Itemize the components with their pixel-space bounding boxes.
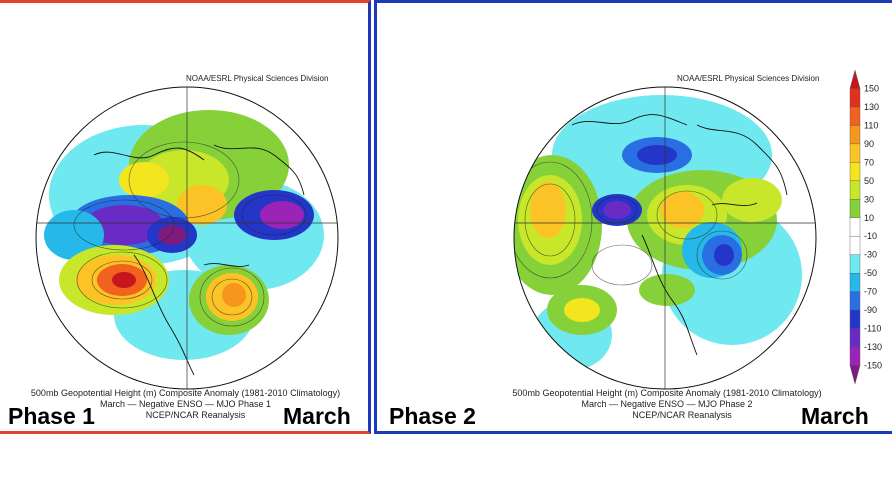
legend-color-band (849, 125, 861, 145)
legend-tick-label: 10 (864, 213, 874, 223)
legend-color-band (849, 162, 861, 182)
legend-color-band (849, 236, 861, 256)
legend-color-band (849, 272, 861, 293)
anomaly-region (639, 274, 695, 306)
caption-line: NCEP/NCAR Reanalysis (632, 410, 732, 420)
anomaly-region (158, 225, 186, 245)
data-credit: NOAA/ESRL Physical Sciences Division (677, 74, 820, 83)
caption-line: March — Negative ENSO — MJO Phase 2 (581, 399, 753, 409)
anomaly-region (112, 272, 136, 288)
legend-tick-label: 150 (864, 83, 879, 93)
legend-tick-label: 50 (864, 176, 874, 186)
legend-color-band (849, 69, 861, 89)
legend-tick-label: 30 (864, 194, 874, 204)
anomaly-region (714, 244, 734, 266)
anomaly-region (44, 210, 104, 260)
legend-color-band (849, 291, 861, 311)
month-label: March (801, 403, 869, 429)
legend-color-band (849, 365, 861, 385)
anomaly-region (722, 178, 782, 222)
legend-tick-label: 110 (864, 120, 878, 130)
legend-tick-label: -70 (864, 287, 877, 297)
anomaly-region (660, 192, 704, 228)
legend-color-band (849, 309, 861, 330)
legend-tick-label: -90 (864, 305, 877, 315)
anomaly-region (564, 298, 600, 322)
phase-label: Phase 2 (389, 403, 476, 429)
legend-tick-label: -130 (864, 342, 882, 352)
phase-label: Phase 1 (8, 403, 95, 429)
anomaly-region (530, 182, 566, 238)
color-scale-legend: 150 130 110 90 70 50 30 10 -10 -30 -50 -70 -90 -110 -1… (849, 69, 882, 385)
anomaly-region (637, 145, 677, 165)
caption-line: NCEP/NCAR Reanalysis (145, 410, 246, 420)
caption-line: 500mb Geopotential Height (m) Composite … (30, 388, 341, 398)
legend-color-band (849, 88, 861, 108)
legend-color-band (849, 143, 861, 163)
anomaly-region (177, 185, 227, 225)
legend-tick-label: -10 (864, 231, 877, 241)
legend-color-band (849, 199, 861, 219)
legend-tick-label: -50 (864, 268, 877, 278)
legend-tick-label: -150 (864, 361, 882, 371)
anomaly-region (222, 283, 246, 307)
anomaly-region (260, 201, 304, 229)
caption-line: March — Negative ENSO — MJO Phase 1 (99, 399, 272, 409)
legend-color-band (849, 180, 861, 200)
caption-line: 500mb Geopotential Height (m) Composite … (512, 388, 822, 398)
phase-1-panel: NOAA/ESRL Physical Sciences Division (0, 0, 371, 434)
phase-2-panel: NOAA/ESRL Physical Sciences Division (374, 0, 892, 434)
legend-color-band (849, 106, 861, 126)
legend-tick-label: 70 (864, 157, 874, 167)
legend-tick-label: -30 (864, 250, 877, 260)
legend-color-band (849, 346, 861, 367)
legend-color-band (849, 328, 861, 348)
anomaly-region (603, 201, 631, 219)
legend-tick-label: 90 (864, 139, 874, 149)
polar-anomaly-map (513, 86, 817, 390)
data-credit: NOAA/ESRL Physical Sciences Division (186, 74, 329, 83)
polar-anomaly-map (35, 86, 339, 390)
legend-color-band (849, 254, 861, 274)
anomaly-region (119, 162, 169, 198)
map-caption: 500mb Geopotential Height (m) Composite … (0, 388, 371, 421)
month-label: March (283, 403, 351, 429)
legend-tick-label: 130 (864, 102, 879, 112)
map-caption: 500mb Geopotential Height (m) Composite … (462, 388, 872, 421)
legend-tick-label: -110 (864, 324, 881, 334)
legend-color-band (849, 217, 861, 237)
